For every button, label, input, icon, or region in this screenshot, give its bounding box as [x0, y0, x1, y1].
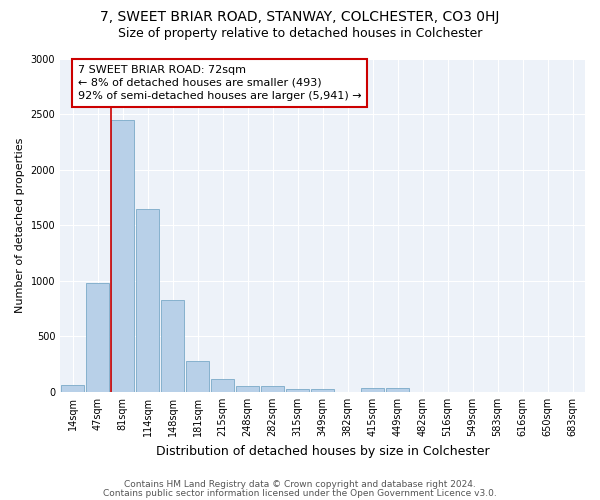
Text: 7 SWEET BRIAR ROAD: 72sqm
← 8% of detached houses are smaller (493)
92% of semi-: 7 SWEET BRIAR ROAD: 72sqm ← 8% of detach…	[77, 64, 361, 101]
Bar	[236, 386, 259, 392]
X-axis label: Distribution of detached houses by size in Colchester: Distribution of detached houses by size …	[156, 444, 490, 458]
Bar	[112, 120, 134, 392]
Bar	[187, 362, 209, 392]
Text: 7, SWEET BRIAR ROAD, STANWAY, COLCHESTER, CO3 0HJ: 7, SWEET BRIAR ROAD, STANWAY, COLCHESTER…	[100, 10, 500, 24]
Bar	[262, 386, 284, 392]
Bar	[386, 388, 409, 392]
Bar	[61, 386, 84, 392]
Text: Contains public sector information licensed under the Open Government Licence v3: Contains public sector information licen…	[103, 488, 497, 498]
Bar	[286, 388, 309, 392]
Bar	[161, 300, 184, 392]
Bar	[311, 389, 334, 392]
Bar	[86, 283, 109, 392]
Text: Size of property relative to detached houses in Colchester: Size of property relative to detached ho…	[118, 28, 482, 40]
Text: Contains HM Land Registry data © Crown copyright and database right 2024.: Contains HM Land Registry data © Crown c…	[124, 480, 476, 489]
Bar	[136, 209, 159, 392]
Bar	[211, 378, 234, 392]
Y-axis label: Number of detached properties: Number of detached properties	[15, 138, 25, 313]
Bar	[361, 388, 384, 392]
